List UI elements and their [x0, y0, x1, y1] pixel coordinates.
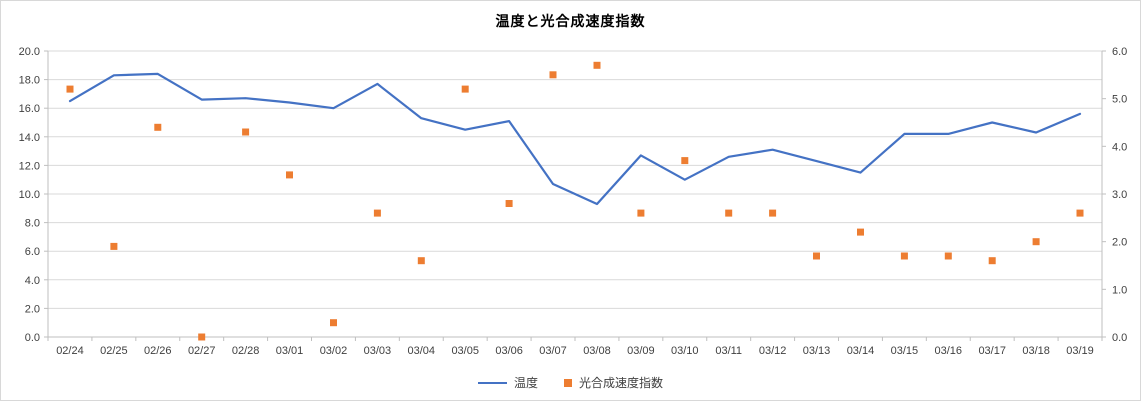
y-axis-left-label: 4.0: [25, 275, 40, 287]
x-axis-label: 03/09: [627, 345, 655, 357]
y-axis-right-label: 1.0: [1112, 284, 1127, 296]
photosynthesis-marker: [549, 71, 557, 79]
photosynthesis-marker: [944, 252, 952, 260]
photosynthesis-marker: [66, 85, 74, 93]
y-axis-right-label: 3.0: [1112, 189, 1127, 201]
photosynthesis-marker: [242, 128, 250, 136]
y-axis-left-label: 14.0: [19, 132, 40, 144]
x-axis-label: 03/15: [891, 345, 919, 357]
x-axis-label: 03/05: [451, 345, 479, 357]
photosynthesis-marker: [813, 252, 820, 260]
x-axis-label: 03/12: [759, 345, 787, 357]
y-axis-left-label: 18.0: [19, 75, 40, 87]
x-axis-label: 03/11: [715, 345, 742, 357]
legend: 温度 光合成速度指数: [1, 374, 1140, 391]
y-axis-left-label: 20.0: [19, 46, 40, 58]
x-axis-label: 03/04: [408, 345, 436, 357]
x-axis-label: 03/16: [935, 345, 963, 357]
y-axis-right-label: 6.0: [1112, 46, 1127, 58]
y-axis-left-label: 12.0: [19, 160, 40, 172]
square-series-swatch-icon: [564, 378, 572, 387]
photosynthesis-marker: [857, 228, 864, 236]
photosynthesis-marker: [110, 242, 118, 250]
photosynthesis-marker: [769, 209, 777, 217]
y-axis-left-label: 8.0: [25, 218, 40, 230]
photosynthesis-marker: [725, 209, 733, 217]
photosynthesis-marker: [461, 85, 469, 93]
x-axis-label: 03/14: [847, 345, 875, 357]
x-axis-label: 02/26: [144, 345, 172, 357]
chart-title: 温度と光合成速度指数: [495, 13, 646, 29]
x-axis-label: 02/28: [232, 345, 260, 357]
photosynthesis-marker: [988, 257, 996, 265]
x-axis-label: 03/08: [583, 345, 611, 357]
y-axis-right-label: 0.0: [1112, 332, 1127, 344]
photosynthesis-marker: [681, 157, 689, 165]
x-axis-label: 02/27: [188, 345, 216, 357]
legend-label-photosynthesis: 光合成速度指数: [579, 376, 664, 390]
y-axis-right-label: 4.0: [1112, 141, 1127, 153]
line-series-swatch-icon: [477, 381, 507, 384]
x-axis-label: 02/25: [100, 345, 128, 357]
photosynthesis-marker: [154, 123, 162, 131]
y-axis-left-label: 0.0: [25, 332, 40, 344]
x-axis-label: 03/18: [1022, 345, 1050, 357]
y-axis-left-label: 2.0: [25, 303, 40, 315]
x-axis-label: 03/02: [320, 345, 348, 357]
photosynthesis-marker: [417, 257, 425, 265]
y-axis-left-label: 16.0: [19, 103, 40, 115]
y-axis-right-label: 2.0: [1112, 237, 1127, 249]
photosynthesis-marker: [330, 319, 337, 327]
photosynthesis-marker: [505, 200, 513, 207]
y-axis-right-label: 5.0: [1112, 94, 1127, 106]
photosynthesis-marker: [900, 252, 908, 260]
legend-item-temperature: 温度: [477, 374, 538, 391]
x-axis-label: 02/24: [56, 345, 84, 357]
y-axis-left-label: 6.0: [25, 246, 40, 258]
x-axis-label: 03/01: [276, 345, 304, 357]
x-axis-label: 03/07: [539, 345, 567, 357]
legend-label-temperature: 温度: [513, 376, 538, 390]
photosynthesis-marker: [198, 333, 206, 341]
photosynthesis-marker: [637, 209, 645, 217]
photosynthesis-marker: [1032, 238, 1040, 246]
x-axis-label: 03/17: [978, 345, 1006, 357]
x-axis-label: 03/03: [364, 345, 392, 357]
y-axis-left-label: 10.0: [19, 189, 40, 201]
x-axis-label: 03/13: [803, 345, 831, 357]
photosynthesis-marker: [1076, 209, 1084, 217]
photosynthesis-marker: [286, 171, 293, 179]
temperature-line: [68, 72, 1082, 206]
photosynthesis-marker: [373, 209, 381, 217]
photosynthesis-marker: [593, 61, 601, 69]
x-axis-label: 03/10: [671, 345, 699, 357]
x-axis-label: 03/19: [1066, 345, 1094, 357]
legend-item-photosynthesis: 光合成速度指数: [564, 374, 663, 391]
x-axis-label: 03/06: [495, 345, 523, 357]
